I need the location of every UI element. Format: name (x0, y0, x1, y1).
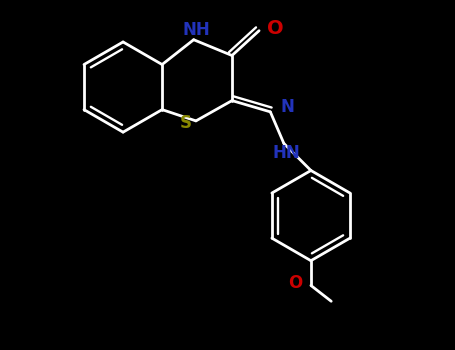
Text: N: N (280, 98, 294, 116)
Text: HN: HN (272, 144, 300, 162)
Text: NH: NH (182, 21, 210, 39)
Text: S: S (180, 114, 192, 132)
Text: O: O (288, 274, 303, 292)
Text: O: O (267, 19, 284, 38)
